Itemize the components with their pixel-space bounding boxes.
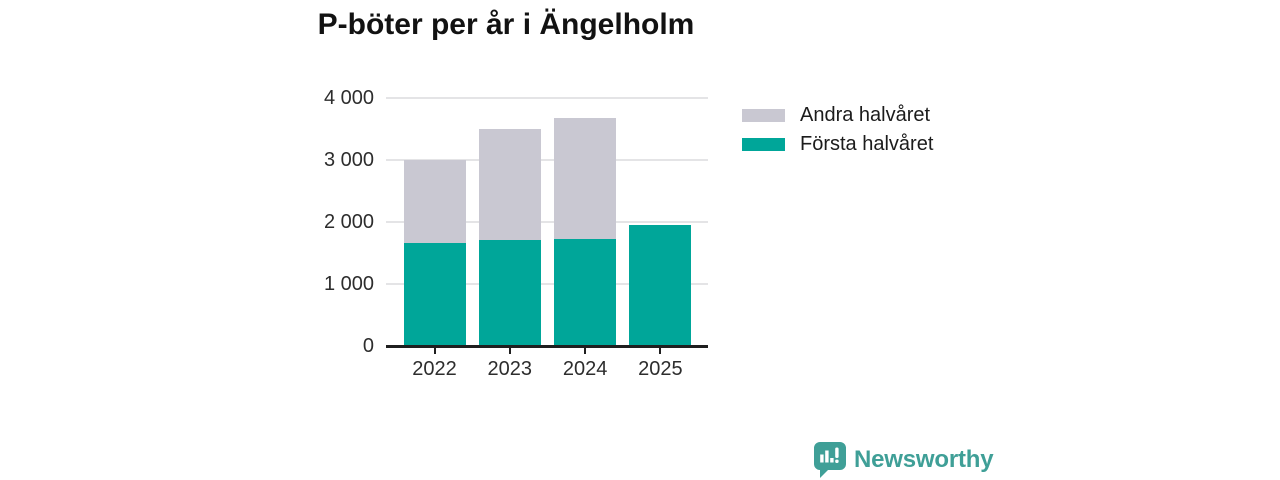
x-axis-category-label: 2024 bbox=[562, 357, 608, 380]
x-axis-category-label: 2022 bbox=[412, 357, 457, 380]
bar-segment-2022-second-half bbox=[403, 159, 466, 244]
x-axis-tick bbox=[508, 347, 511, 354]
gridline bbox=[386, 282, 708, 285]
x-axis-category-label: 2023 bbox=[487, 357, 533, 380]
bar-segment-2022-first-half bbox=[403, 243, 466, 346]
bar-segment-2025-first-half bbox=[629, 224, 692, 346]
newsworthy-speech-bubble-icon bbox=[814, 442, 846, 478]
newsworthy-logo: Newsworthy bbox=[814, 442, 994, 478]
chart-title: P-böter per år i Ängelholm bbox=[317, 8, 695, 41]
bar-segment-2024-second-half bbox=[554, 117, 617, 239]
bar-segment-2023-first-half bbox=[478, 240, 541, 346]
y-axis-tick-label: 3 000 bbox=[323, 148, 374, 171]
legend: Andra halvåret Första halvåret bbox=[742, 103, 934, 163]
gridline bbox=[386, 158, 708, 161]
legend-swatch-icon bbox=[742, 108, 785, 122]
y-axis-tick-label: 4 000 bbox=[323, 86, 374, 109]
legend-item: Första halvåret bbox=[742, 132, 934, 155]
gridline bbox=[386, 96, 708, 99]
x-axis-tick bbox=[659, 347, 662, 354]
bar-segment-2023-second-half bbox=[478, 128, 541, 241]
x-axis-line bbox=[386, 344, 708, 348]
y-axis-tick-label: 0 bbox=[362, 334, 374, 357]
legend-label: Första halvåret bbox=[800, 132, 934, 155]
y-axis-tick-label: 2 000 bbox=[323, 210, 374, 233]
bar-segment-2024-first-half bbox=[554, 238, 617, 346]
legend-label: Andra halvåret bbox=[800, 103, 931, 126]
x-axis-tick bbox=[584, 347, 587, 354]
newsworthy-wordmark: Newsworthy bbox=[854, 446, 994, 473]
x-axis-tick bbox=[433, 347, 436, 354]
legend-swatch-icon bbox=[742, 137, 785, 151]
legend-item: Andra halvåret bbox=[742, 103, 933, 126]
gridline bbox=[386, 220, 708, 223]
x-axis-category-label: 2025 bbox=[638, 357, 683, 380]
y-axis-tick-label: 1 000 bbox=[323, 272, 374, 295]
